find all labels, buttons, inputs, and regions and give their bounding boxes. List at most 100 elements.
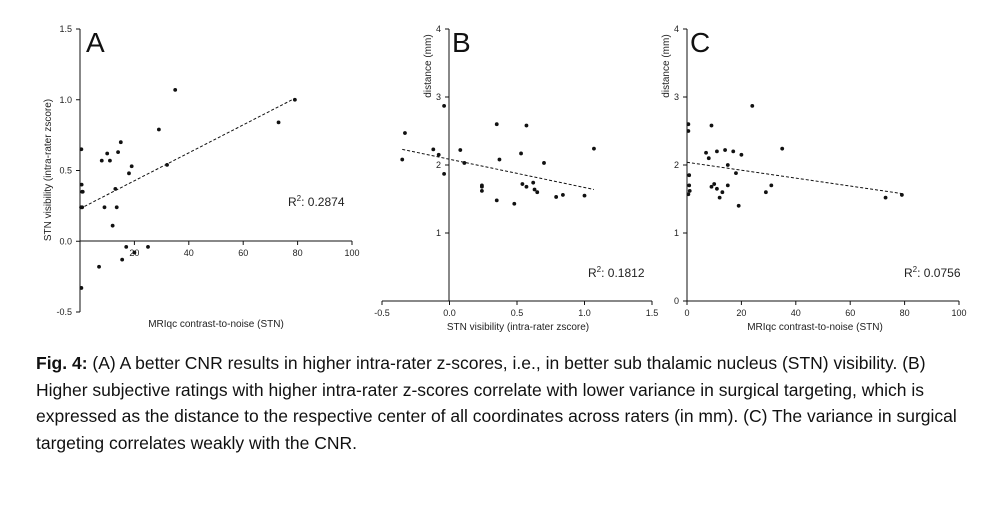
x-tick-label: 0 xyxy=(684,308,689,318)
data-point xyxy=(436,152,441,157)
figure: -0.50.00.51.01.520406080100AMRIqc contra… xyxy=(43,24,967,333)
data-point xyxy=(79,182,84,187)
caption-text: (A) A better CNR results in higher intra… xyxy=(36,353,957,453)
y-axis-title: distance (mm) xyxy=(423,34,434,97)
data-point xyxy=(734,171,738,176)
y-axis-title: STN visibility (intra-rater zscore) xyxy=(43,99,54,241)
data-point xyxy=(769,183,774,188)
x-tick-label: 40 xyxy=(791,308,801,318)
data-point xyxy=(687,173,692,178)
data-point xyxy=(717,195,722,200)
data-point xyxy=(400,157,405,162)
y-tick-label: 4 xyxy=(674,24,679,34)
data-point xyxy=(750,103,755,108)
data-point xyxy=(780,146,785,151)
x-tick-label: 1.0 xyxy=(578,308,591,318)
data-point xyxy=(739,152,744,157)
trend-line xyxy=(402,148,595,190)
data-point xyxy=(79,205,83,210)
r-squared-label: R2: 0.1812 xyxy=(588,265,645,280)
data-point xyxy=(113,186,118,191)
data-point xyxy=(480,183,484,188)
y-tick-label: 3 xyxy=(674,92,679,102)
data-point xyxy=(720,190,725,195)
data-point xyxy=(105,151,110,156)
x-tick-label: 20 xyxy=(736,308,746,318)
data-point xyxy=(494,198,499,203)
data-point xyxy=(715,186,719,191)
data-point xyxy=(165,162,169,167)
panel-letter: B xyxy=(452,27,471,58)
data-point xyxy=(686,129,691,133)
data-point xyxy=(118,140,123,145)
data-point xyxy=(899,193,904,197)
data-point xyxy=(110,223,115,228)
data-point xyxy=(99,158,104,163)
data-point xyxy=(116,150,120,155)
data-point xyxy=(687,183,692,188)
data-point xyxy=(458,148,463,152)
data-point xyxy=(431,147,436,152)
figure-caption: Fig. 4: (A) A better CNR results in high… xyxy=(36,350,976,456)
x-tick-label: 80 xyxy=(293,248,303,258)
trend-line xyxy=(686,161,902,195)
data-point xyxy=(519,151,523,156)
data-point xyxy=(276,120,281,125)
x-axis-title: STN visibility (intra-rater zscore) xyxy=(447,322,589,333)
y-tick-label: 3 xyxy=(436,92,441,102)
x-axis-title: MRIqc contrast-to-noise (STN) xyxy=(747,322,883,333)
chart-panel-b: 1 2 3 4 -0.5 0.0 0.5 1.0 1.5 B STN visibility (int… xyxy=(374,24,658,333)
y-tick-label: 1.5 xyxy=(59,24,72,34)
data-point xyxy=(132,250,137,255)
data-point xyxy=(725,183,730,188)
data-point xyxy=(512,201,517,206)
data-point xyxy=(592,146,596,151)
data-point xyxy=(120,257,125,262)
x-tick-label: 0.5 xyxy=(511,308,524,318)
data-point xyxy=(173,87,178,92)
x-axis-title: MRIqc contrast-to-noise (STN) xyxy=(148,319,284,330)
r-squared-label: R2: 0.0756 xyxy=(904,265,961,280)
data-point xyxy=(494,122,499,127)
data-point xyxy=(712,182,717,186)
data-point xyxy=(102,205,107,210)
data-point xyxy=(731,149,736,154)
data-point xyxy=(725,163,730,167)
data-point xyxy=(442,103,446,108)
y-axis-title: distance (mm) xyxy=(661,34,672,97)
y-tick-label: 0 xyxy=(674,296,679,306)
y-tick-label: 1.0 xyxy=(59,95,72,105)
data-point xyxy=(520,182,525,186)
y-tick-label: 4 xyxy=(436,24,441,34)
y-tick-label: 1 xyxy=(436,228,441,238)
data-point xyxy=(715,149,719,154)
x-tick-label: 0.0 xyxy=(443,308,456,318)
data-point xyxy=(127,171,131,176)
data-point xyxy=(124,245,129,249)
data-point xyxy=(129,164,134,169)
data-point xyxy=(79,286,84,290)
data-point xyxy=(704,150,708,155)
data-point xyxy=(736,203,741,208)
data-point xyxy=(709,123,714,128)
data-point xyxy=(79,147,84,152)
panel-letter: A xyxy=(86,27,105,58)
data-point xyxy=(706,156,711,161)
y-tick-label: -0.5 xyxy=(56,307,72,317)
y-tick-label: 2 xyxy=(674,160,679,170)
data-point xyxy=(532,187,537,192)
data-point xyxy=(554,195,559,199)
y-tick-label: 0.5 xyxy=(59,166,72,176)
r-squared-label: R2: 0.2874 xyxy=(288,194,345,209)
trend-line xyxy=(79,97,296,210)
panel-letter: C xyxy=(690,27,710,58)
data-point xyxy=(97,264,101,269)
data-point xyxy=(292,97,297,102)
x-tick-label: 1.5 xyxy=(646,308,659,318)
data-point xyxy=(542,161,546,165)
data-point xyxy=(524,123,529,128)
caption-label: Fig. 4: xyxy=(36,353,88,373)
x-tick-label: 80 xyxy=(900,308,910,318)
data-point xyxy=(480,188,484,193)
